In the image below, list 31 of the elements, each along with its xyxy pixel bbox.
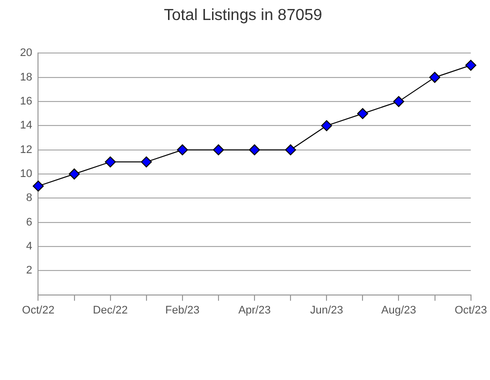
y-tick-label: 8 [26, 192, 32, 204]
y-tick-label: 10 [20, 168, 32, 180]
point [285, 144, 296, 156]
x-tick-label: Oct/23 [454, 304, 487, 316]
point [32, 180, 44, 192]
point [104, 156, 116, 168]
x-tick-label: Oct/22 [22, 304, 54, 316]
point [321, 120, 332, 132]
x-tick-label: Feb/23 [165, 304, 200, 316]
y-tick-label: 16 [20, 96, 32, 108]
y-tick-label: 14 [20, 120, 32, 132]
point [429, 72, 440, 83]
y-tick-label: 2 [26, 264, 32, 277]
point [393, 96, 404, 108]
point [140, 156, 152, 168]
point [249, 144, 260, 156]
y-tick-label: 6 [26, 216, 32, 228]
y-tick-label: 4 [26, 240, 32, 253]
x-tick-label: Dec/22 [92, 304, 128, 316]
y-tick-label: 12 [20, 144, 32, 156]
y-tick-label: 20 [20, 47, 32, 60]
x-tick-label: Apr/23 [238, 304, 271, 316]
point [212, 144, 224, 156]
point [176, 144, 188, 156]
x-tick-label: Jun/23 [310, 304, 344, 316]
chart-title: Total Listings in 87059 [164, 7, 322, 24]
point [357, 108, 368, 120]
point [68, 168, 80, 180]
y-tick-label: 18 [20, 71, 32, 84]
x-tick-label: Aug/23 [381, 304, 416, 316]
point [465, 60, 476, 71]
